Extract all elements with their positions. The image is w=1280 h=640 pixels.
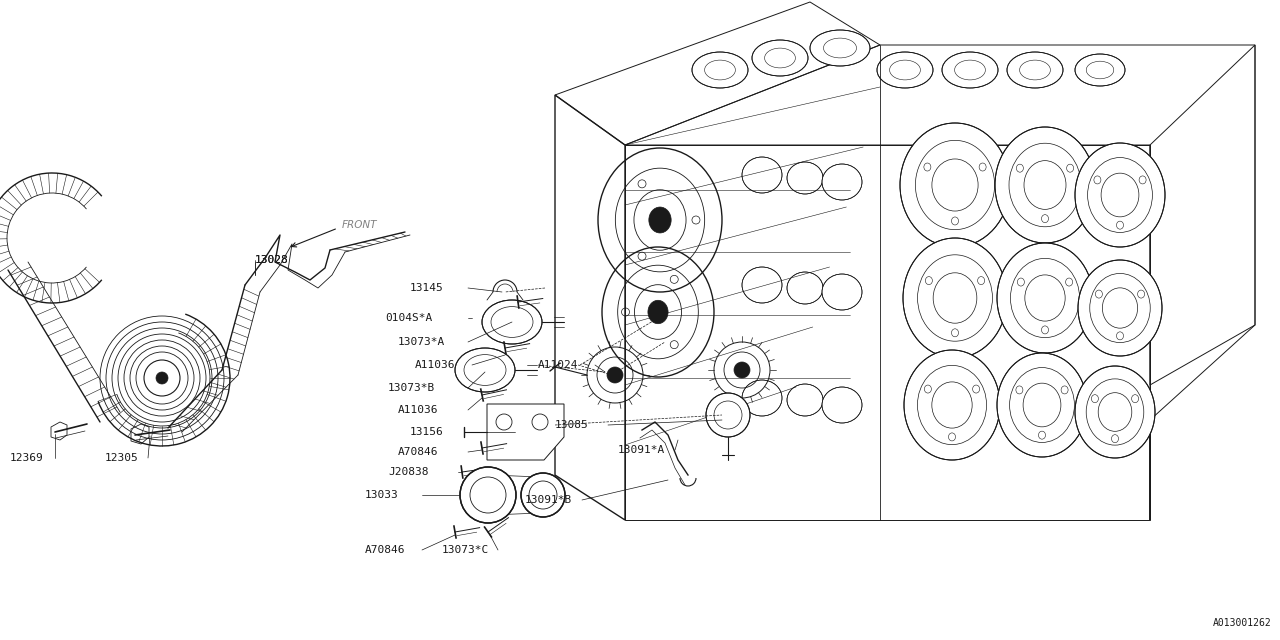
Text: A70846: A70846 <box>398 447 439 457</box>
Circle shape <box>156 372 168 384</box>
Polygon shape <box>490 475 541 515</box>
Text: A70846: A70846 <box>365 545 406 555</box>
Text: 13091*B: 13091*B <box>525 495 572 505</box>
Ellipse shape <box>742 157 782 193</box>
Text: 13073*B: 13073*B <box>388 383 435 393</box>
Polygon shape <box>486 404 564 460</box>
Ellipse shape <box>995 127 1094 243</box>
Text: 0104S*A: 0104S*A <box>385 313 433 323</box>
Ellipse shape <box>648 300 668 324</box>
Ellipse shape <box>753 40 808 76</box>
Text: 13091*A: 13091*A <box>618 445 666 455</box>
Ellipse shape <box>1007 52 1062 88</box>
Ellipse shape <box>902 238 1007 358</box>
Ellipse shape <box>742 380 782 416</box>
Ellipse shape <box>997 353 1087 457</box>
Ellipse shape <box>822 164 861 200</box>
Ellipse shape <box>810 30 870 66</box>
Ellipse shape <box>649 207 671 233</box>
Ellipse shape <box>877 52 933 88</box>
Ellipse shape <box>1075 366 1155 458</box>
Ellipse shape <box>787 272 823 304</box>
Ellipse shape <box>454 348 515 392</box>
Ellipse shape <box>787 384 823 416</box>
Ellipse shape <box>742 267 782 303</box>
Text: FRONT: FRONT <box>342 220 378 230</box>
Ellipse shape <box>822 387 861 423</box>
Text: 13033: 13033 <box>365 490 399 500</box>
Ellipse shape <box>904 350 1000 460</box>
Ellipse shape <box>483 300 541 344</box>
Ellipse shape <box>787 162 823 194</box>
Text: A11036: A11036 <box>398 405 439 415</box>
Text: A11036: A11036 <box>415 360 456 370</box>
Text: A013001262: A013001262 <box>1213 618 1272 628</box>
Ellipse shape <box>692 52 748 88</box>
Ellipse shape <box>1075 143 1165 247</box>
Text: 13145: 13145 <box>410 283 444 293</box>
Circle shape <box>707 393 750 437</box>
Ellipse shape <box>942 52 998 88</box>
Circle shape <box>733 362 750 378</box>
Ellipse shape <box>1078 260 1162 356</box>
Ellipse shape <box>822 274 861 310</box>
Text: A11024: A11024 <box>538 360 579 370</box>
Ellipse shape <box>900 123 1010 247</box>
Ellipse shape <box>997 243 1093 353</box>
Circle shape <box>521 473 564 517</box>
Text: 13085: 13085 <box>556 420 589 430</box>
Text: J20838: J20838 <box>388 467 429 477</box>
Text: 13073*A: 13073*A <box>398 337 445 347</box>
Text: 13156: 13156 <box>410 427 444 437</box>
Text: 13073*C: 13073*C <box>442 545 489 555</box>
Circle shape <box>607 367 623 383</box>
Text: 12369: 12369 <box>10 453 44 463</box>
Text: 13028: 13028 <box>255 255 289 265</box>
Text: 12305: 12305 <box>105 453 138 463</box>
Text: 13028: 13028 <box>255 255 289 265</box>
Ellipse shape <box>1075 54 1125 86</box>
Circle shape <box>460 467 516 523</box>
